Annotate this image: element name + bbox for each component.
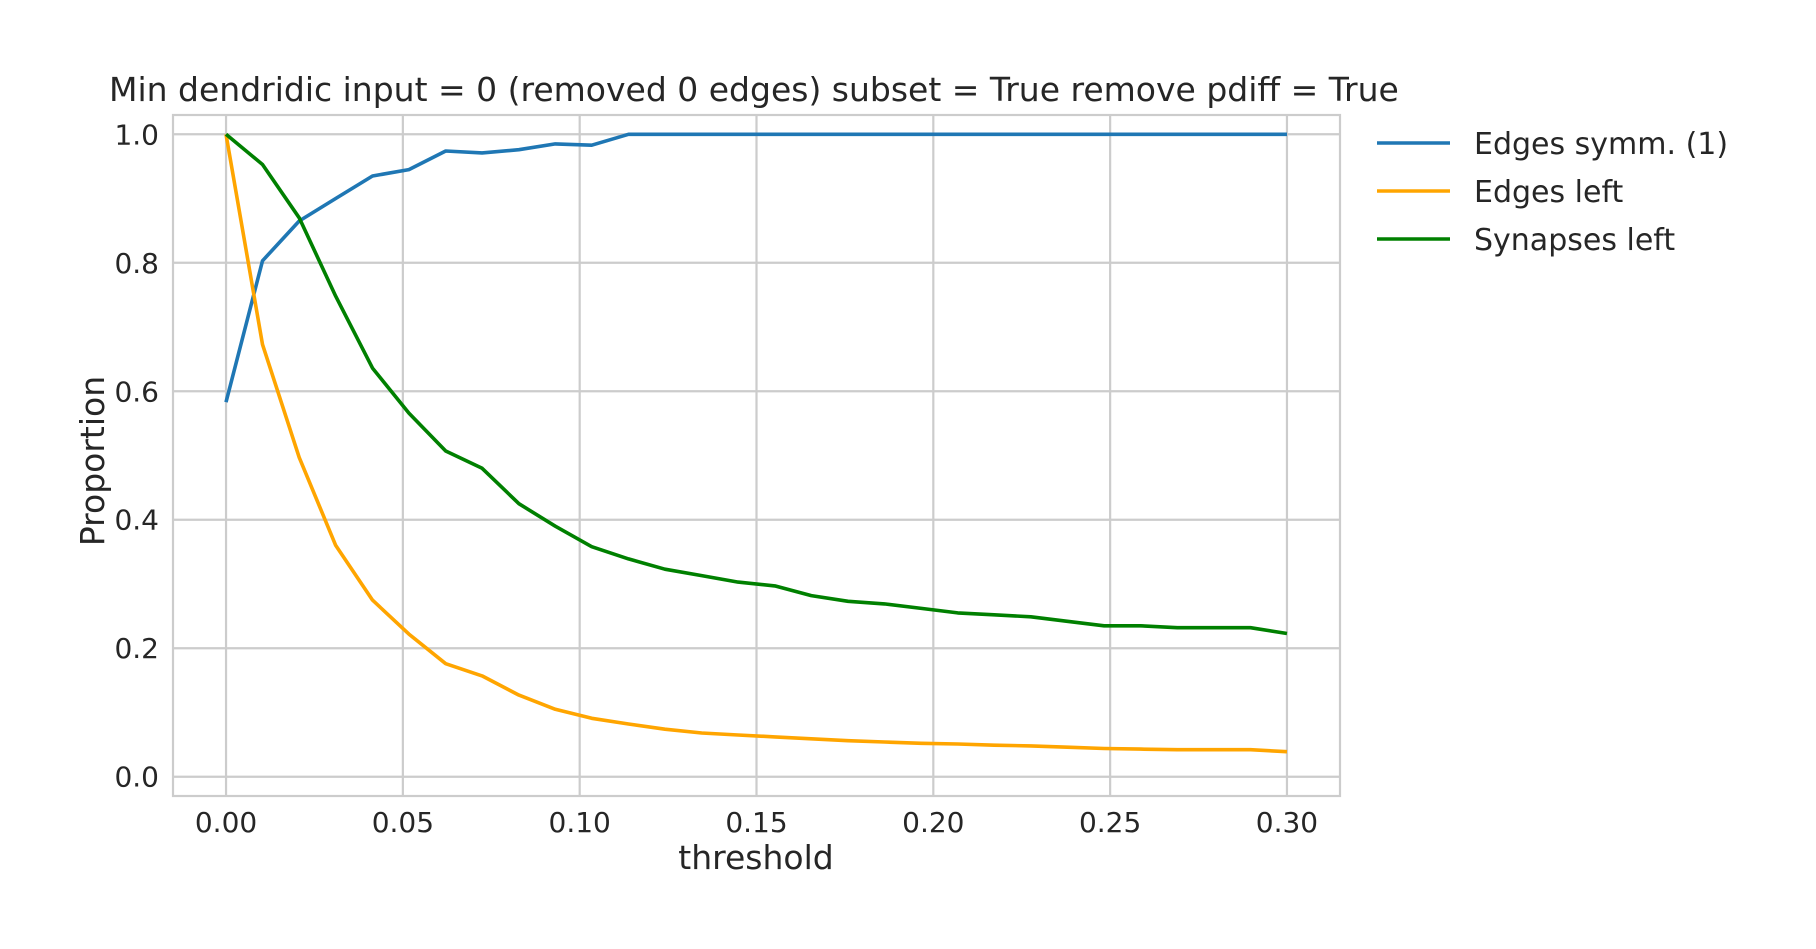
y-tick-label: 0.8 [114, 247, 159, 280]
x-tick-label: 0.10 [549, 806, 611, 839]
x-tick-label: 0.00 [195, 806, 257, 839]
y-tick-label: 0.2 [114, 632, 159, 665]
series-line-edges-symm-1 [224, 132, 1287, 403]
x-tick-label: 0.25 [1079, 806, 1141, 839]
x-axis-ticks: 0.00 0.05 0.10 0.15 0.20 0.25 0.30 [195, 806, 1318, 839]
series-lines [224, 132, 1288, 754]
chart-title: Min dendridic input = 0 (removed 0 edges… [109, 70, 1399, 109]
x-tick-label: 0.15 [725, 806, 787, 839]
legend-label-synapses-left: Synapses left [1474, 223, 1675, 258]
y-axis-label: Proportion [73, 376, 112, 546]
series-line-synapses-left [224, 132, 1288, 636]
x-tick-label: 0.20 [902, 806, 964, 839]
y-tick-label: 0.4 [114, 504, 159, 537]
y-axis-ticks: 0.0 0.2 0.4 0.6 0.8 1.0 [114, 118, 159, 793]
series-line-edges-left [224, 133, 1288, 754]
y-tick-label: 0.0 [114, 761, 159, 794]
y-tick-label: 0.6 [114, 375, 159, 408]
legend-label-edges-left: Edges left [1474, 175, 1623, 210]
legend-label-edges-symm-1: Edges symm. (1) [1474, 127, 1728, 162]
y-tick-label: 1.0 [114, 118, 159, 151]
x-tick-label: 0.05 [372, 806, 434, 839]
x-tick-label: 0.30 [1256, 806, 1318, 839]
x-axis-label: threshold [678, 838, 833, 877]
grid [171, 113, 1342, 798]
legend: Edges symm. (1) Edges left Synapses left [1377, 127, 1728, 258]
